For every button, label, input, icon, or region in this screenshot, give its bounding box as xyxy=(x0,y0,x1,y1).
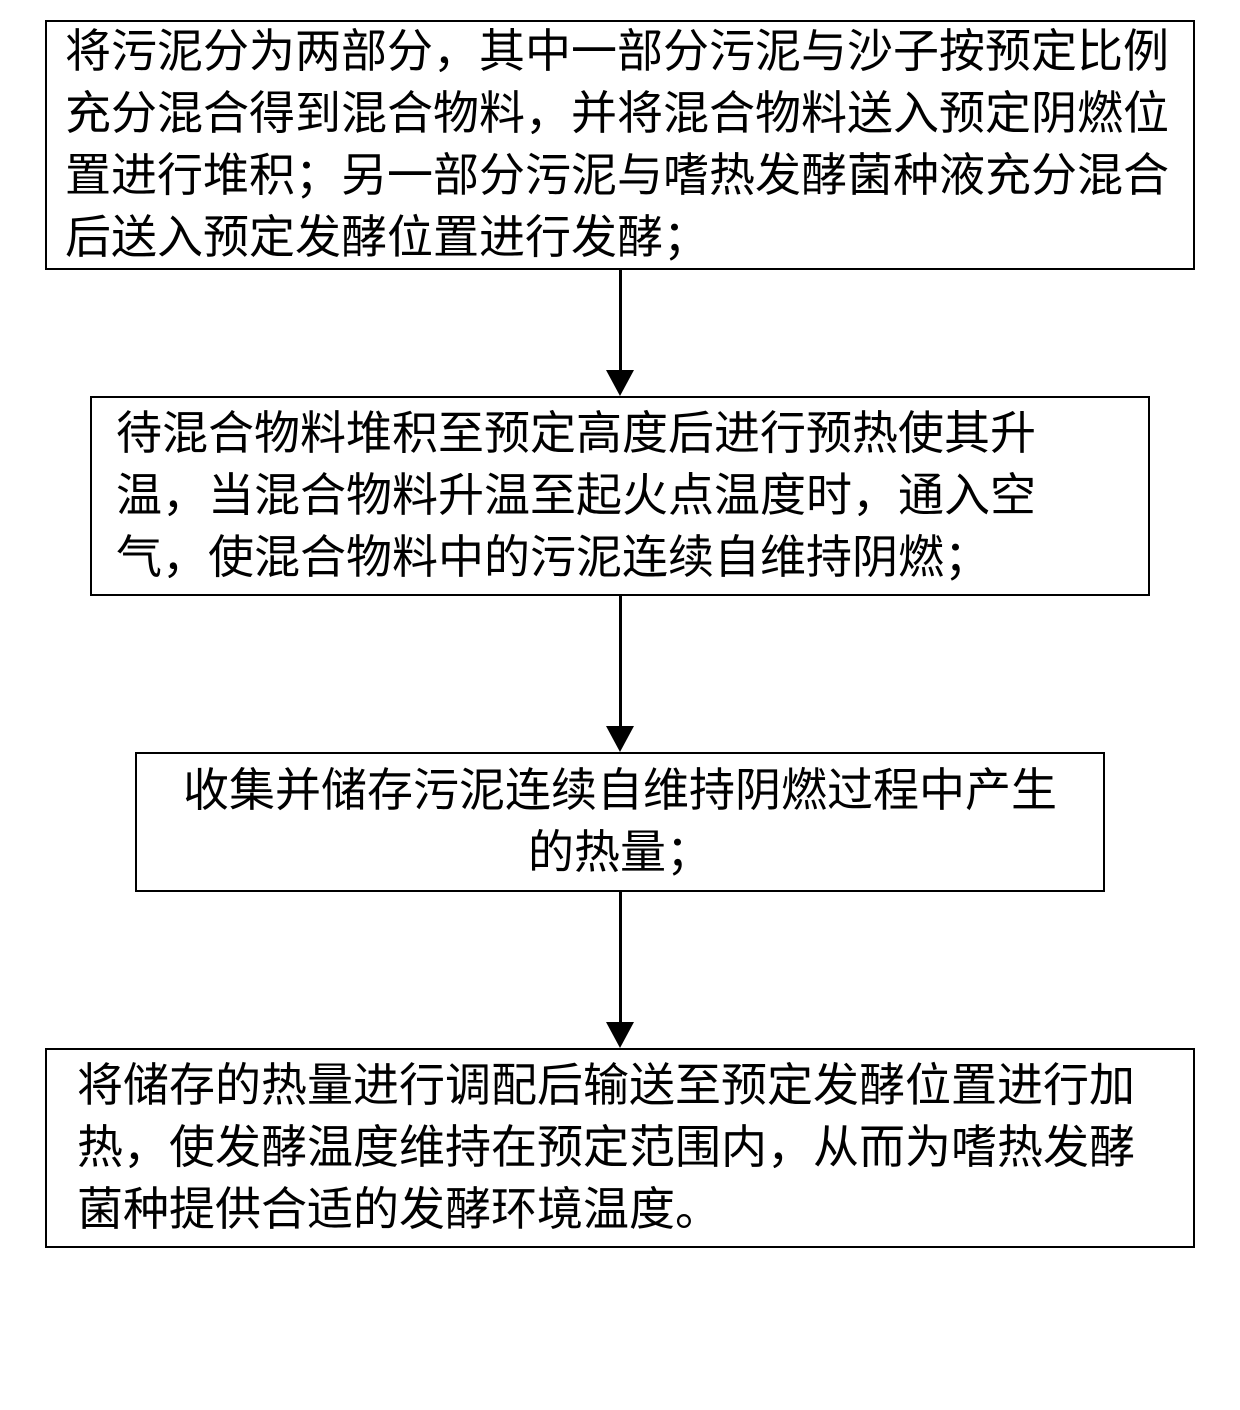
flowchart-arrow-2 xyxy=(606,596,634,752)
flowchart-container: 将污泥分为两部分，其中一部分污泥与沙子按预定比例充分混合得到混合物料，并将混合物… xyxy=(45,20,1195,1248)
flowchart-arrow-1 xyxy=(606,270,634,396)
flowchart-arrow-3 xyxy=(606,892,634,1048)
flowchart-step-3: 收集并储存污泥连续自维持阴燃过程中产生的热量； xyxy=(135,752,1105,892)
flowchart-step-1: 将污泥分为两部分，其中一部分污泥与沙子按预定比例充分混合得到混合物料，并将混合物… xyxy=(45,20,1195,270)
arrow-head-icon xyxy=(606,726,634,752)
arrow-line xyxy=(619,596,622,726)
arrow-line xyxy=(619,270,622,370)
arrow-line xyxy=(619,892,622,1022)
flowchart-step-2-text: 待混合物料堆积至预定高度后进行预热使其升温，当混合物料升温至起火点温度时，通入空… xyxy=(116,403,1124,589)
flowchart-step-3-text: 收集并储存污泥连续自维持阴燃过程中产生的热量； xyxy=(167,760,1073,884)
flowchart-step-4-text: 将储存的热量进行调配后输送至预定发酵位置进行加热，使发酵温度维持在预定范围内，从… xyxy=(77,1055,1163,1241)
arrow-head-icon xyxy=(606,370,634,396)
flowchart-step-4: 将储存的热量进行调配后输送至预定发酵位置进行加热，使发酵温度维持在预定范围内，从… xyxy=(45,1048,1195,1248)
flowchart-step-2: 待混合物料堆积至预定高度后进行预热使其升温，当混合物料升温至起火点温度时，通入空… xyxy=(90,396,1150,596)
arrow-head-icon xyxy=(606,1022,634,1048)
flowchart-step-1-text: 将污泥分为两部分，其中一部分污泥与沙子按预定比例充分混合得到混合物料，并将混合物… xyxy=(65,21,1175,269)
